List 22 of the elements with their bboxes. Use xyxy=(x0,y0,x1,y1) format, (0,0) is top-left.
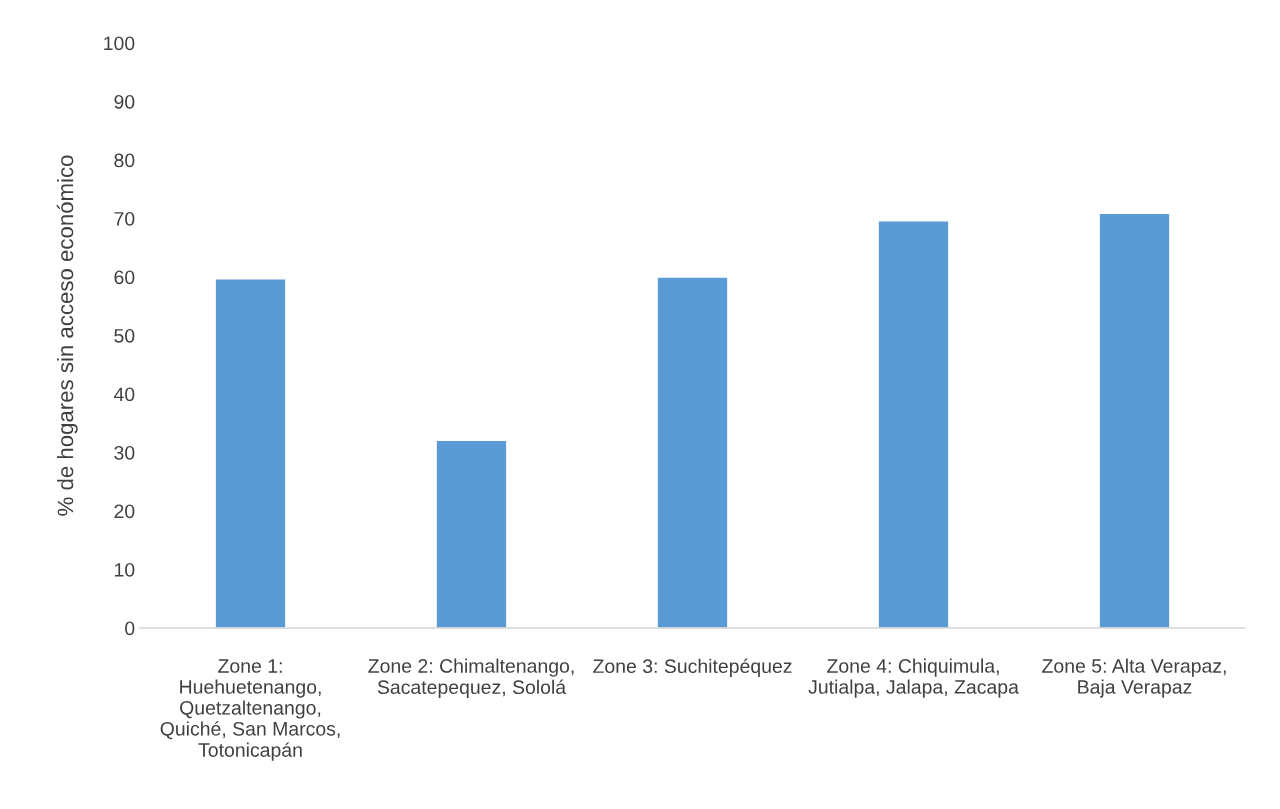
x-tick-label: Zone 1: Huehuetenango, Quetzaltenango, Quiché, San Marcos, Totonicapán xyxy=(160,659,340,761)
y-tick-label: 100 xyxy=(104,36,135,51)
bar xyxy=(656,276,729,628)
y-tick-label: 40 xyxy=(113,387,135,402)
bar xyxy=(435,439,508,628)
x-tick-label: Zone 5: Alta Verapaz, Baja Verapaz xyxy=(1042,658,1226,698)
y-tick-label: 20 xyxy=(114,504,135,519)
bar xyxy=(877,220,950,628)
y-tick-label: 0 xyxy=(125,621,135,636)
y-tick-label: 60 xyxy=(114,270,135,285)
y-tick-label: 50 xyxy=(114,328,135,343)
y-tick-label: 90 xyxy=(114,94,135,109)
x-tick-label: Zone 2: Chimaltenango, Sacatepequez, Sololá xyxy=(368,658,574,698)
y-tick-label: 80 xyxy=(114,153,135,168)
bar xyxy=(214,278,287,628)
x-tick-label: Zone 4: Chiquimula, Jutialpa, Jalapa, Zacapa xyxy=(808,658,1019,698)
y-tick-label: 70 xyxy=(114,211,135,226)
bar xyxy=(1098,212,1171,628)
y-tick-label: 10 xyxy=(115,562,135,577)
y-axis-title: % de hogares sin acceso económico xyxy=(56,155,78,516)
y-tick-label: 30 xyxy=(114,445,135,460)
x-tick-label: Zone 3: Suchitepéquez xyxy=(593,658,792,677)
